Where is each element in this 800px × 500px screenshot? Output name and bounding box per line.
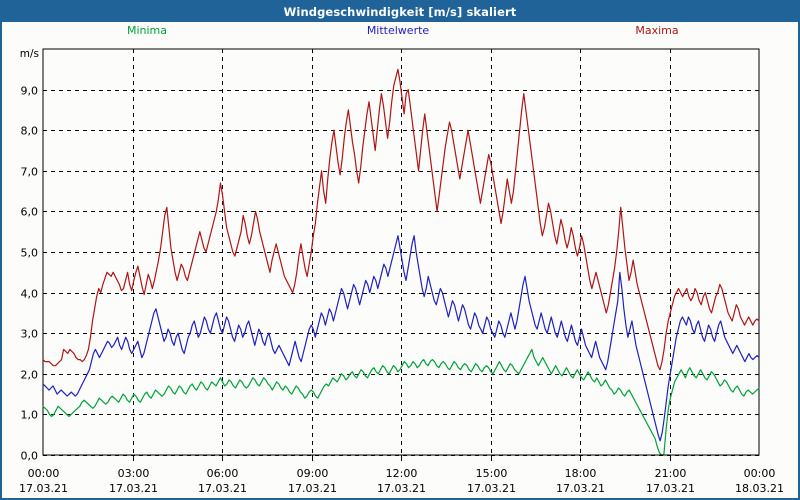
y-axis-tick-label: 5,0 [21, 247, 39, 260]
x-axis-date-label: 17.03.21 [556, 482, 605, 495]
y-axis-tick-label: 3,0 [21, 328, 39, 341]
wind-speed-line-chart: 0,0 1,0 2,0 3,0 4,0 5,0 6,0 7,0 8,0 9,0 00:00 17.0… [19, 48, 784, 495]
x-axis-date-label: 17.03.21 [198, 482, 247, 495]
y-axis-tick-label: 0,0 [21, 450, 39, 463]
x-axis-time-label: 00:00 [28, 467, 60, 480]
chart-legend: Minima Mittelwerte Maxima [2, 24, 798, 44]
series-lines [42, 68, 760, 456]
x-axis-time-label: 03:00 [118, 467, 150, 480]
y-axis-tick-label: 7,0 [21, 166, 39, 179]
legend-item-minima: Minima [126, 24, 168, 37]
x-axis-date-label: 17.03.21 [467, 482, 516, 495]
x-axis-time-label: 06:00 [207, 467, 239, 480]
vertical-gridlines [133, 49, 671, 455]
y-axis-tick-label: 4,0 [21, 288, 39, 301]
legend-item-mittelwerte: Mittelwerte [366, 24, 430, 37]
plot-area-container: 0,0 1,0 2,0 3,0 4,0 5,0 6,0 7,0 8,0 9,0 00:00 17.0… [2, 40, 798, 496]
x-axis-date-label: 17.03.21 [288, 482, 337, 495]
x-axis-date-label: 17.03.21 [109, 482, 158, 495]
x-axis-time-label: 18:00 [565, 467, 597, 480]
x-axis-date-label: 18.03.21 [735, 482, 784, 495]
x-axis-tick-labels: 00:00 17.03.21 03:00 17.03.21 06:00 17.03.21 0… [19, 467, 784, 495]
window-titlebar: Windgeschwindigkeit [m/s] skaliert [2, 2, 798, 22]
y-axis-unit-label: m/s [20, 48, 39, 60]
y-axis-tick-label: 2,0 [21, 369, 39, 382]
x-axis-date-label: 17.03.21 [377, 482, 426, 495]
x-axis-time-label: 00:00 [744, 467, 776, 480]
series-line-mittelwerte [42, 235, 760, 442]
x-axis-date-label: 17.03.21 [646, 482, 695, 495]
y-axis-tick-label: 6,0 [21, 206, 39, 219]
window-title: Windgeschwindigkeit [m/s] skaliert [283, 5, 517, 19]
x-axis-time-label: 09:00 [297, 467, 329, 480]
y-axis-tick-label: 1,0 [21, 409, 39, 422]
legend-item-maxima: Maxima [635, 24, 679, 37]
x-axis-ticks [43, 454, 759, 461]
y-axis-tick-label: 8,0 [21, 125, 39, 138]
y-axis-tick-labels: 0,0 1,0 2,0 3,0 4,0 5,0 6,0 7,0 8,0 9,0 [21, 85, 39, 463]
x-axis-time-label: 12:00 [386, 467, 418, 480]
x-axis-time-label: 21:00 [655, 467, 687, 480]
x-axis-date-label: 17.03.21 [19, 482, 68, 495]
x-axis-time-label: 15:00 [476, 467, 508, 480]
series-line-minima [42, 348, 760, 456]
y-axis-tick-label: 9,0 [21, 85, 39, 98]
series-line-maxima [42, 68, 760, 371]
